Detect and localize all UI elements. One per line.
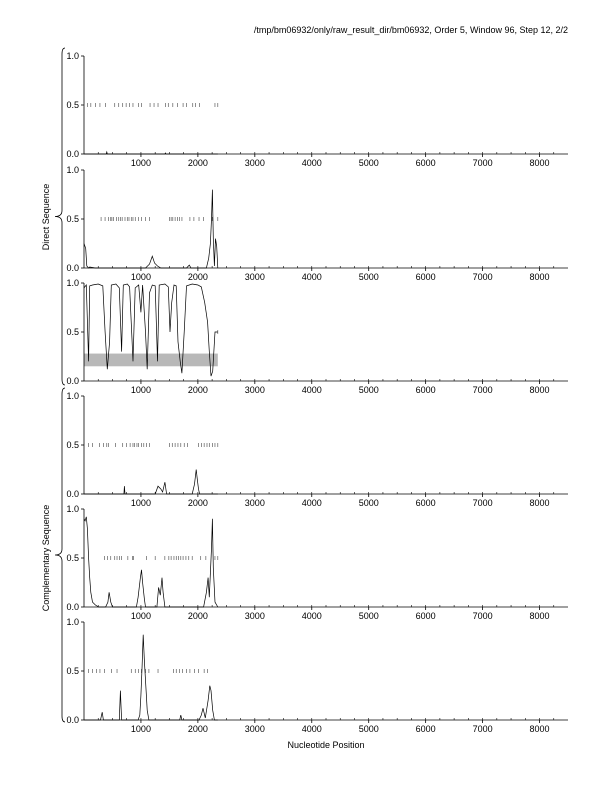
x-tick-label: 2000 [188,385,208,395]
direct-sequence-label: Direct Sequence [41,184,51,251]
y-tick-label: 0.0 [66,149,79,159]
x-tick-label: 3000 [245,498,265,508]
x-tick-label: 2000 [188,158,208,168]
complementary-sequence-label: Complementary Sequence [41,505,51,612]
y-tick-label: 0.0 [66,602,79,612]
x-tick-label: 6000 [416,724,436,734]
x-tick-label: 4000 [302,158,322,168]
x-tick-label: 5000 [359,158,379,168]
x-tick-label: 6000 [416,498,436,508]
x-tick-label: 8000 [530,611,550,621]
x-tick-label: 7000 [473,724,493,734]
x-tick-label: 2000 [188,498,208,508]
x-tick-label: 8000 [530,272,550,282]
x-tick-label: 4000 [302,498,322,508]
y-tick-label: 0.5 [66,666,79,676]
x-tick-label: 8000 [530,158,550,168]
x-tick-label: 7000 [473,498,493,508]
chart-panel-5: 0.0 0.5 1.0 1000 2000 3000 4000 5000 6000 7000 800… [66,504,568,621]
y-tick-label: 0.0 [66,489,79,499]
x-tick-label: 1000 [131,611,151,621]
x-tick-label: 5000 [359,498,379,508]
chart-panel-2: 0.0 0.5 1.0 1000 2000 3000 4000 5000 6000 7000 800… [66,165,568,282]
y-tick-label: 1.0 [66,504,79,514]
x-tick-label: 1000 [131,724,151,734]
y-tick-label: 0.5 [66,100,79,110]
file-header: /tmp/bm06932/only/raw_result_dir/bm06932… [253,25,568,35]
x-tick-label: 7000 [473,611,493,621]
shaded-band [84,353,218,367]
direct-sequence-brace [54,47,66,386]
x-tick-label: 4000 [302,272,322,282]
x-tick-label: 7000 [473,272,493,282]
series-line [84,469,218,495]
x-tick-label: 6000 [416,611,436,621]
complementary-sequence-brace [54,387,66,723]
x-tick-label: 4000 [302,385,322,395]
y-tick-label: 0.0 [66,263,79,273]
chart-panel-6: 0.0 0.5 1.0 1000 2000 3000 4000 5000 6000 7000 800… [66,617,568,734]
x-tick-label: 3000 [245,724,265,734]
x-tick-label: 3000 [245,158,265,168]
chart-panel-3: 0.0 0.5 1.0 1000 2000 3000 4000 5000 6000 7000 800… [66,278,568,395]
y-tick-label: 0.0 [66,715,79,725]
x-tick-label: 1000 [131,385,151,395]
chart-panel-1: 0.0 0.5 1.0 1000 2000 3000 4000 5000 6000 7000 800… [66,51,568,168]
y-tick-label: 1.0 [66,278,79,288]
y-tick-label: 0.5 [66,327,79,337]
x-tick-label: 1000 [131,158,151,168]
x-tick-label: 5000 [359,611,379,621]
x-tick-label: 6000 [416,158,436,168]
x-tick-label: 6000 [416,385,436,395]
series-line [83,516,219,608]
y-tick-label: 0.5 [66,440,79,450]
series-line [84,150,218,155]
x-tick-label: 7000 [473,158,493,168]
series-line [83,283,218,377]
x-tick-label: 2000 [188,724,208,734]
x-tick-label: 2000 [188,272,208,282]
x-tick-label: 1000 [131,498,151,508]
x-tick-label: 5000 [359,272,379,282]
chart-panels: 0.0 0.5 1.0 1000 2000 3000 4000 5000 6000 7000 800… [66,51,568,734]
x-tick-label: 5000 [359,385,379,395]
x-tick-label: 6000 [416,272,436,282]
x-tick-label: 3000 [245,272,265,282]
x-tick-label: 4000 [302,724,322,734]
y-tick-label: 0.0 [66,376,79,386]
x-tick-label: 2000 [188,611,208,621]
x-tick-label: 3000 [245,611,265,621]
y-tick-label: 1.0 [66,391,79,401]
chart-panel-4: 0.0 0.5 1.0 1000 2000 3000 4000 5000 6000 7000 800… [66,391,568,508]
x-tick-label: 1000 [131,272,151,282]
x-tick-label: 8000 [530,498,550,508]
x-tick-label: 8000 [530,385,550,395]
x-tick-label: 8000 [530,724,550,734]
y-tick-label: 0.5 [66,214,79,224]
x-tick-label: 5000 [359,724,379,734]
group-braces [54,47,66,723]
series-line [84,634,218,721]
x-tick-label: 4000 [302,611,322,621]
x-tick-label: 7000 [473,385,493,395]
x-tick-label: 3000 [245,385,265,395]
y-tick-label: 1.0 [66,165,79,175]
y-tick-label: 1.0 [66,51,79,61]
y-tick-label: 1.0 [66,617,79,627]
y-tick-label: 0.5 [66,553,79,563]
x-axis-label: Nucleotide Position [287,740,364,750]
series-line [83,189,219,269]
